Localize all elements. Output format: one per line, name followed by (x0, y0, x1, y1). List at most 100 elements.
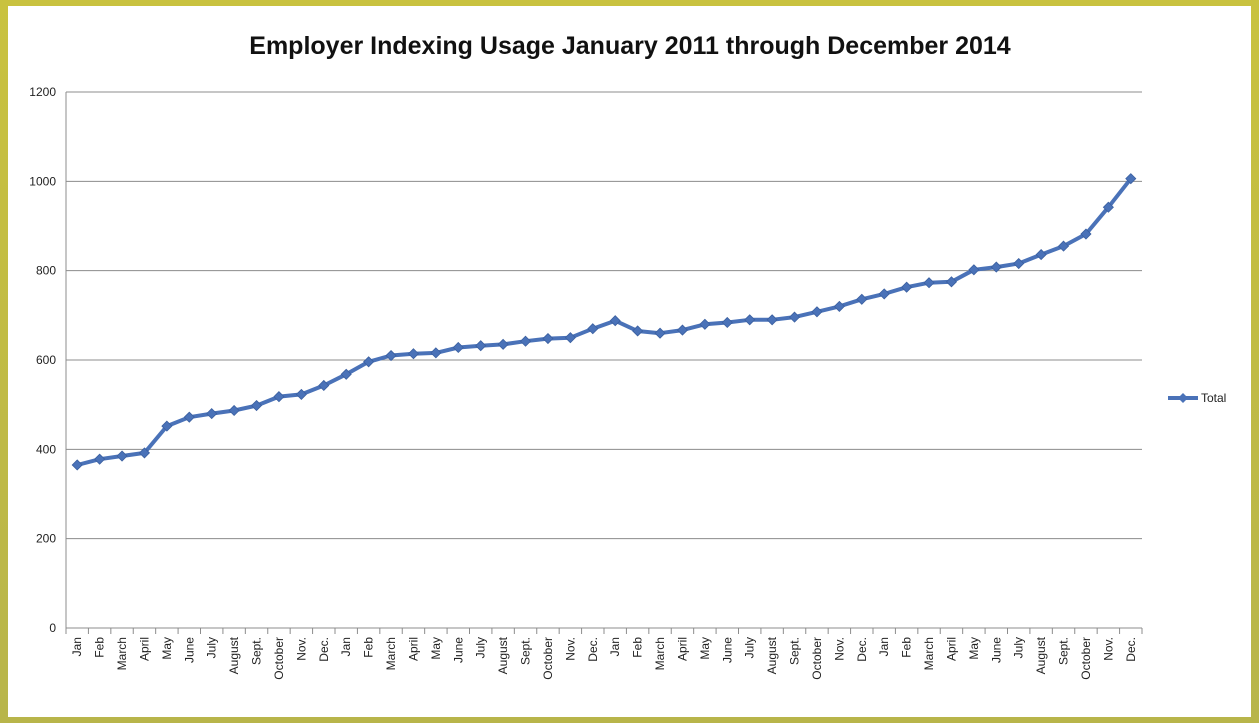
data-point (183, 411, 195, 423)
x-tick-label: July (205, 637, 219, 658)
data-point (1013, 257, 1025, 270)
data-point (385, 349, 397, 362)
data-point (497, 338, 509, 350)
x-tick-label: Jan (339, 637, 353, 656)
data-point (452, 341, 464, 354)
data-point (273, 391, 285, 403)
data-point (632, 325, 644, 337)
y-axis-ticks: 0 200 400 600 800 1000 1200 (29, 85, 56, 635)
data-point (699, 318, 711, 330)
data-point (856, 293, 868, 305)
data-point (564, 332, 576, 344)
x-tick-label: Nov. (1101, 637, 1115, 661)
chart-frame: Employer Indexing Usage January 2011 thr… (8, 6, 1251, 717)
y-tick-label: 200 (36, 532, 56, 546)
x-tick-label: October (541, 637, 555, 680)
x-tick-label: June (720, 637, 734, 663)
x-tick-label: August (496, 636, 510, 674)
x-tick-label: Feb (900, 637, 914, 658)
x-tick-label: April (944, 637, 958, 661)
data-point (407, 348, 420, 360)
y-tick-label: 1200 (29, 85, 56, 99)
x-tick-label: Nov. (832, 637, 846, 661)
x-tick-label: October (1079, 637, 1093, 680)
data-point (968, 264, 980, 276)
x-tick-label: June (989, 637, 1003, 663)
data-point (766, 314, 778, 326)
data-point (744, 314, 756, 326)
x-tick-label: Sept. (1057, 637, 1071, 665)
data-point (878, 288, 890, 300)
data-point (519, 335, 532, 347)
data-point (1102, 201, 1114, 213)
x-tick-label: May (429, 637, 443, 660)
legend-swatch-marker (1178, 393, 1188, 403)
y-tick-label: 1000 (29, 174, 56, 188)
x-tick-label: Nov. (563, 637, 577, 661)
data-point (945, 276, 958, 288)
x-tick-label: Jan (877, 637, 891, 656)
x-tick-label: October (272, 637, 286, 680)
x-tick-label: April (137, 637, 151, 661)
data-point (1125, 173, 1137, 185)
data-point (250, 399, 263, 412)
series-line (76, 177, 1133, 467)
data-point (1057, 240, 1070, 252)
data-point (318, 379, 330, 392)
data-point (94, 453, 106, 465)
x-tick-label: Dec. (317, 637, 331, 662)
data-point (990, 261, 1002, 273)
x-tick-label: Sept. (250, 637, 264, 665)
data-point (788, 311, 801, 323)
x-tick-label: Nov. (294, 637, 308, 661)
legend-label: Total (1201, 391, 1226, 405)
x-tick-label: May (160, 637, 174, 660)
x-tick-label: Feb (93, 637, 107, 658)
x-tick-label: Dec. (855, 637, 869, 662)
x-tick-label: July (1012, 637, 1026, 658)
data-point (71, 459, 83, 471)
data-point (363, 356, 375, 368)
x-tick-label: August (227, 636, 241, 674)
y-tick-label: 800 (36, 264, 56, 278)
data-point (587, 323, 599, 335)
data-point (609, 315, 621, 327)
grid-lines (66, 91, 1142, 629)
data-point (811, 306, 823, 318)
data-point (833, 300, 845, 312)
x-tick-label: August (1034, 636, 1048, 674)
x-tick-label: March (922, 637, 936, 670)
x-axis: Jan Feb March April May June July August Sept. Oc… (65, 92, 1143, 680)
x-tick-label: July (743, 637, 757, 658)
data-point (340, 368, 352, 380)
x-tick-label: October (810, 637, 824, 680)
x-tick-label: Sept. (519, 637, 533, 665)
data-point (430, 347, 442, 359)
x-tick-label: March (384, 637, 398, 670)
chart-title: Employer Indexing Usage January 2011 thr… (249, 32, 1011, 60)
x-tick-label: May (698, 637, 712, 660)
x-tick-label: Feb (631, 637, 645, 658)
data-point (923, 277, 935, 289)
x-tick-label: April (675, 637, 689, 661)
x-tick-label: Sept. (788, 637, 802, 665)
x-tick-label: April (406, 637, 420, 661)
x-tick-label: Dec. (586, 637, 600, 662)
data-point (654, 327, 666, 339)
data-point (901, 281, 913, 293)
x-tick-label: March (115, 637, 129, 670)
data-point (295, 388, 307, 400)
y-tick-label: 400 (36, 442, 56, 456)
data-point (228, 404, 240, 417)
data-point (475, 340, 487, 352)
data-point (1035, 249, 1047, 261)
data-point (721, 316, 733, 329)
data-point (116, 450, 128, 462)
x-tick-label: July (474, 637, 488, 658)
y-tick-label: 0 (49, 621, 56, 635)
series-group (71, 173, 1137, 471)
x-tick-label: Feb (362, 637, 376, 658)
x-tick-label: May (967, 637, 981, 660)
x-tick-label: Jan (608, 637, 622, 656)
legend: Total (1168, 391, 1226, 405)
